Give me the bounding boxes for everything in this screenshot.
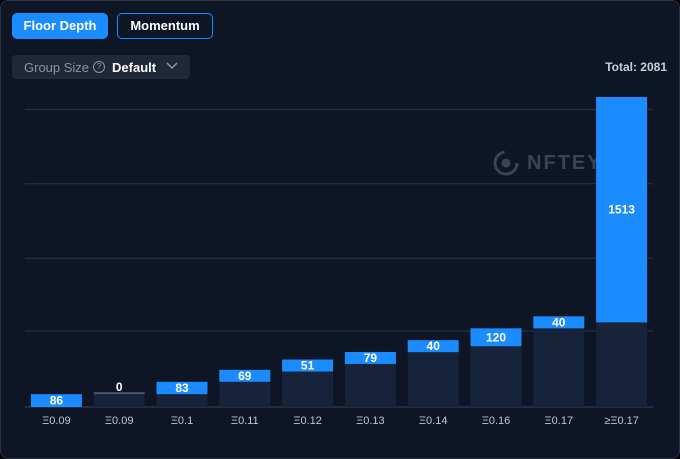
group-size-value: Default bbox=[112, 59, 157, 75]
bar-cumulative-base bbox=[344, 363, 396, 407]
bar-increment[interactable] bbox=[596, 97, 648, 323]
x-tick-label: ≥Ξ0.17 bbox=[604, 415, 639, 427]
bar-value-label: 40 bbox=[427, 339, 441, 353]
bar-cumulative-base bbox=[156, 394, 208, 407]
x-tick-label: Ξ0.11 bbox=[231, 415, 259, 427]
x-tick-label: Ξ0.14 bbox=[419, 415, 448, 427]
help-icon[interactable]: ? bbox=[93, 61, 106, 73]
bar-increment[interactable] bbox=[156, 381, 208, 395]
bar-increment[interactable] bbox=[344, 351, 396, 364]
bar-increment[interactable] bbox=[93, 392, 145, 395]
bar-cumulative-base bbox=[407, 352, 459, 407]
bar-cumulative-base bbox=[470, 346, 522, 407]
bar-cumulative-base bbox=[219, 381, 271, 407]
x-tick-label: Ξ0.17 bbox=[545, 415, 574, 427]
bar-increment[interactable] bbox=[282, 359, 334, 372]
x-tick-label: Ξ0.12 bbox=[293, 415, 322, 427]
x-tick-label: Ξ0.09 bbox=[42, 415, 71, 427]
x-tick-label: Ξ0.1 bbox=[171, 415, 193, 427]
x-tick-label: Ξ0.09 bbox=[105, 415, 134, 427]
bar-value-label: 51 bbox=[301, 359, 315, 373]
eye-logo-icon bbox=[493, 150, 519, 176]
x-tick-label: Ξ0.13 bbox=[356, 415, 385, 427]
watermark-text: NFTEYE bbox=[527, 151, 618, 174]
bar-value-label: 69 bbox=[238, 369, 252, 383]
tab-momentum[interactable]: Momentum bbox=[117, 13, 213, 39]
chevron-down-icon bbox=[166, 61, 178, 73]
bar-cumulative-base bbox=[533, 328, 585, 407]
bar-value-label: 120 bbox=[486, 330, 506, 344]
watermark-logo: NFTEYE bbox=[493, 150, 618, 176]
bar-cumulative-base bbox=[93, 394, 145, 407]
group-size-select[interactable]: Group Size ? Default bbox=[12, 55, 190, 79]
tab-floor-depth[interactable]: Floor Depth bbox=[12, 13, 108, 39]
bar-value-label: 86 bbox=[50, 394, 64, 408]
bar-cumulative-base bbox=[596, 322, 648, 407]
bar-value-label: 1513 bbox=[608, 203, 635, 217]
bar-increment[interactable] bbox=[30, 394, 82, 407]
x-tick-label: Ξ0.16 bbox=[482, 415, 511, 427]
bar-increment[interactable] bbox=[533, 316, 585, 329]
bar-value-label: 83 bbox=[175, 381, 189, 395]
bar-value-label: 40 bbox=[552, 315, 566, 329]
bar-value-label: 0 bbox=[116, 380, 123, 394]
group-size-label: Group Size bbox=[24, 59, 90, 75]
bar-value-label: 79 bbox=[364, 351, 378, 365]
bar-cumulative-base bbox=[282, 371, 334, 407]
bar-increment[interactable] bbox=[407, 340, 459, 353]
total-count: Total: 2081 bbox=[605, 60, 667, 74]
bar-increment[interactable] bbox=[470, 328, 522, 347]
bar-increment[interactable] bbox=[219, 369, 271, 382]
